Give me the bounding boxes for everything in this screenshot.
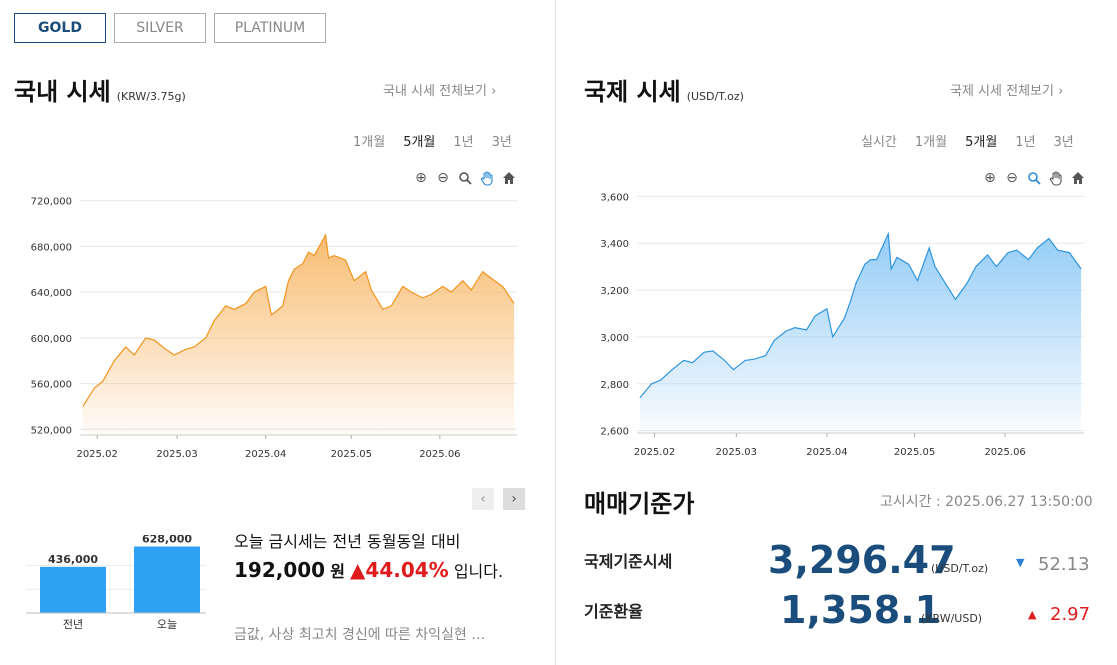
up-arrow-icon: ▲ [1028,608,1037,621]
intl-title: 국제 시세 (USD/T.oz) [584,72,744,107]
pan-hand-icon[interactable] [479,170,495,186]
base-price-title: 매매기준가 [584,490,695,518]
news-prev-button[interactable]: ‹ [472,488,494,510]
intl-y-tick-label: 3,000 [600,333,629,344]
intl-chart-tools: ⊕ ⊖ [982,170,1086,186]
pan-hand-icon[interactable] [1048,170,1064,186]
intl-x-tick-label: 2025.03 [716,447,757,458]
bar-value-label: 436,000 [48,553,98,566]
intl-x-tick-label: 2025.06 [984,447,1025,458]
intl-x-tick-label: 2025.04 [806,447,847,458]
tab-silver[interactable]: SILVER [114,13,206,43]
domestic-series-line [82,233,515,407]
domestic-y-tick-label: 560,000 [31,380,72,391]
domestic-period-tabs: 1개월 5개월 1년 3년 [353,131,512,150]
intl-period-3[interactable]: 1년 [1015,135,1036,150]
home-icon[interactable] [501,170,517,186]
intl-period-1[interactable]: 1개월 [914,135,948,150]
intl-view-all-label: 국제 시세 전체보기 [950,84,1054,99]
news-next-button[interactable]: › [503,488,525,510]
magnifier-icon[interactable] [457,170,473,186]
domestic-unit: (KRW/3.75g) [116,90,186,103]
intl-period-2[interactable]: 5개월 [965,135,998,150]
compare-suffix: 입니다. [453,562,504,581]
exchange-rate-value: 1,358.1 [780,588,942,632]
intl-series-line [639,231,1082,399]
compare-percent: 44.04% [365,558,449,582]
down-arrow-icon: ▼ [1016,556,1025,569]
domestic-view-all-label: 국내 시세 전체보기 [383,84,487,99]
domestic-y-tick-label: 720,000 [31,197,72,208]
tab-gold[interactable]: GOLD [14,13,106,43]
intl-base-value: 3,296.47 [768,538,956,582]
domestic-y-tick-label: 640,000 [31,288,72,299]
domestic-x-tick-label: 2025.05 [331,449,372,460]
domestic-y-tick-label: 600,000 [31,334,72,345]
compare-amount-unit: 원 [330,562,345,581]
domestic-title: 국내 시세 (KRW/3.75g) [14,72,186,107]
chevron-right-icon: › [491,84,497,99]
domestic-x-tick-label: 2025.02 [76,449,117,460]
domestic-period-1[interactable]: 5개월 [403,135,436,150]
zoom-out-icon[interactable]: ⊖ [1006,170,1018,186]
home-icon[interactable] [1070,170,1086,186]
domestic-period-3[interactable]: 3년 [491,135,512,150]
intl-y-tick-label: 2,600 [600,427,629,438]
intl-period-4[interactable]: 3년 [1053,135,1074,150]
intl-y-tick-label: 3,200 [600,286,629,297]
compare-amount: 192,000 [234,558,326,582]
intl-base-unit: (USD/T.oz) [931,562,989,575]
base-price-time: 고시시간 : 2025.06.27 13:50:00 [880,494,1093,510]
bar-category-label: 오늘 [157,618,177,631]
up-arrow-icon: ▲ [350,558,366,582]
intl-view-all-link[interactable]: 국제 시세 전체보기 › [950,80,1063,99]
news-headline-link[interactable]: 금값, 사상 최고치 경신에 따른 차익실현 … [234,627,486,643]
magnifier-icon[interactable] [1026,170,1042,186]
domestic-x-tick-label: 2025.06 [419,449,460,460]
intl-y-tick-label: 3,400 [600,239,629,250]
domestic-x-tick-label: 2025.04 [245,449,286,460]
intl-x-tick-label: 2025.05 [894,447,935,458]
bar-0 [40,566,106,613]
intl-period-tabs: 실시간 1개월 5개월 1년 3년 [861,131,1074,150]
intl-y-tick-label: 3,600 [600,192,629,203]
intl-period-0[interactable]: 실시간 [861,135,897,150]
domestic-y-tick-label: 680,000 [31,242,72,253]
bar-value-label: 628,000 [142,535,192,546]
tab-platinum[interactable]: PLATINUM [214,13,326,43]
domestic-view-all-link[interactable]: 국내 시세 전체보기 › [383,80,496,99]
intl-base-change: 52.13 [1038,554,1090,575]
intl-unit: (USD/T.oz) [686,90,744,103]
intl-area-fill [639,233,1082,433]
domestic-title-text: 국내 시세 [14,78,111,106]
domestic-period-2[interactable]: 1년 [453,135,474,150]
column-divider [555,0,556,665]
exchange-rate-unit: (KRW/USD) [921,612,983,625]
domestic-chart-tools: ⊕ ⊖ [413,170,517,186]
domestic-price-chart: 520,000 560,000 600,000 640,000 680,000 720,0… [31,197,517,460]
intl-price-chart: 2,600 2,800 3,000 3,200 3,400 3,600 2025.02 202… [600,192,1084,458]
zoom-out-icon[interactable]: ⊖ [437,170,449,186]
exchange-rate-label: 기준환율 [584,602,643,621]
chevron-right-icon: › [1058,84,1064,99]
compare-line2: 192,000 원 ▲44.04% 입니다. [234,556,519,586]
compare-line1: 오늘 금시세는 전년 동월동일 대비 [234,532,461,551]
zoom-in-icon[interactable]: ⊕ [984,170,996,186]
compare-description: 오늘 금시세는 전년 동월동일 대비 192,000 원 ▲44.04% 입니다… [234,528,519,586]
bar-category-label: 전년 [63,618,83,631]
domestic-area-fill [82,235,515,435]
domestic-period-0[interactable]: 1개월 [353,135,386,150]
zoom-in-icon[interactable]: ⊕ [415,170,427,186]
domestic-x-tick-label: 2025.03 [156,449,197,460]
intl-base-label: 국제기준시세 [584,552,673,571]
intl-y-tick-label: 2,800 [600,380,629,391]
domestic-y-tick-label: 520,000 [31,425,72,436]
intl-title-text: 국제 시세 [584,78,681,106]
exchange-rate-change: 2.97 [1050,604,1091,625]
intl-x-tick-label: 2025.02 [634,447,675,458]
year-compare-bar-chart: 436,000 전년 628,000 오늘 [26,535,206,631]
bar-1 [134,546,200,613]
